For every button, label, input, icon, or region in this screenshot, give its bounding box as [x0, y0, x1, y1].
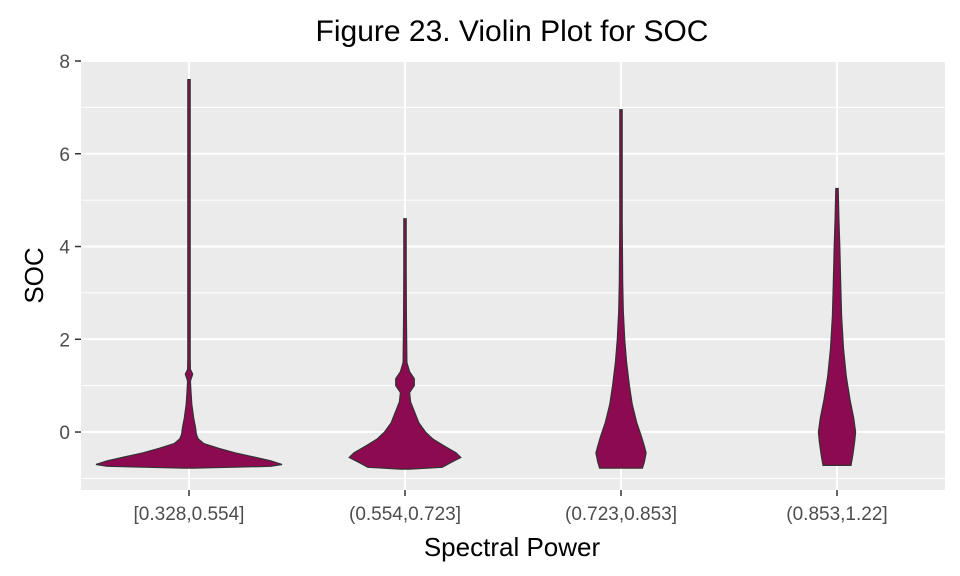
- violin-4: [817, 187, 857, 466]
- plot-panel: [81, 61, 945, 490]
- y-tick-label: 0: [59, 423, 70, 444]
- x-axis-title: Spectral Power: [424, 532, 601, 562]
- x-axis: [0.328,0.554] (0.554,0.723] (0.723,0.853] (…: [134, 490, 888, 525]
- y-tick-label: 6: [59, 145, 70, 166]
- x-tick-label: [0.328,0.554]: [134, 504, 245, 525]
- y-tick-label: 4: [59, 238, 70, 259]
- x-tick-label: (0.554,0.723]: [349, 504, 461, 525]
- y-axis: 0 2 4 6 8: [59, 52, 81, 444]
- x-tick-label: (0.723,0.853]: [565, 504, 677, 525]
- violins: [95, 79, 857, 470]
- violin-1: [95, 79, 283, 469]
- chart-title: Figure 23. Violin Plot for SOC: [316, 15, 709, 48]
- y-tick-label: 8: [59, 52, 70, 73]
- y-tick-label: 2: [59, 330, 70, 351]
- x-tick-label: (0.853,1.22]: [786, 504, 887, 525]
- violin-2: [348, 218, 462, 470]
- y-axis-title: SOC: [19, 247, 49, 303]
- violin-3: [595, 109, 647, 469]
